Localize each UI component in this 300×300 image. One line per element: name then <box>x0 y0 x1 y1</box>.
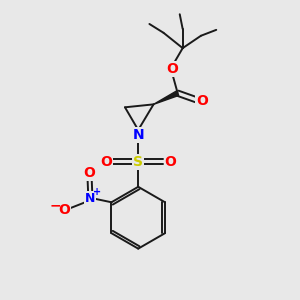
Text: −: − <box>49 198 61 212</box>
Text: O: O <box>100 155 112 169</box>
Text: S: S <box>133 155 143 169</box>
Text: N: N <box>85 192 95 205</box>
Polygon shape <box>154 91 179 104</box>
Text: O: O <box>166 62 178 76</box>
Text: O: O <box>58 202 70 217</box>
Text: +: + <box>93 187 101 197</box>
Text: O: O <box>165 155 176 169</box>
Text: N: N <box>132 128 144 142</box>
Text: O: O <box>84 166 96 180</box>
Text: O: O <box>196 94 208 108</box>
